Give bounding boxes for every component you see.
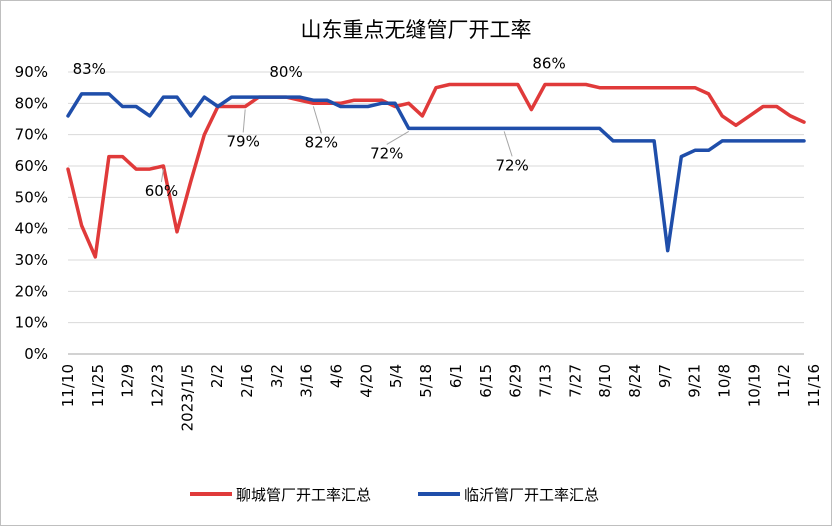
annotation-label: 72% <box>495 156 528 174</box>
annotation-leader <box>312 106 322 134</box>
x-tick-label: 6/15 <box>477 364 495 398</box>
annotation-label: 82% <box>305 133 338 151</box>
legend: 聊城管厂开工率汇总 临沂管厂开工率汇总 <box>190 486 599 504</box>
x-tick-label: 10/19 <box>745 364 763 407</box>
x-tick-label: 12/23 <box>149 364 167 407</box>
series-line-2 <box>66 92 806 253</box>
x-tick-label: 2/2 <box>208 364 226 388</box>
x-tick-label: 5/18 <box>417 364 435 398</box>
series-line-1 <box>66 82 806 259</box>
x-tick-label: 2023/1/5 <box>178 364 196 431</box>
x-tick-label: 7/13 <box>536 364 554 398</box>
annotation-label: 72% <box>370 144 403 162</box>
x-tick-label: 7/27 <box>566 364 584 398</box>
x-tick-label: 5/4 <box>387 364 405 388</box>
x-tick-label: 3/16 <box>298 364 316 398</box>
x-tick-label: 6/1 <box>447 364 465 388</box>
annotation-label: 83% <box>73 60 106 78</box>
x-tick-label: 11/2 <box>775 364 793 398</box>
annotation-label: 60% <box>145 182 178 200</box>
x-tick-label: 12/9 <box>119 364 137 398</box>
x-tick-label: 9/21 <box>686 364 704 398</box>
x-axis-ticks: 11/10 11/25 12/9 12/23 2023/1/5 2/2 2/16 3/2 3/1… <box>59 364 823 431</box>
x-tick-label: 11/25 <box>89 364 107 407</box>
legend-label: 临沂管厂开工率汇总 <box>464 486 599 504</box>
annotation-leader <box>242 109 246 133</box>
annotation-label: 79% <box>227 132 260 150</box>
annotation-leader <box>386 130 409 145</box>
x-tick-label: 3/2 <box>268 364 286 388</box>
x-tick-label: 11/16 <box>805 364 823 407</box>
y-axis-ticks: 0% 10% 20% 30% 40% 50% 60% 70% 80% 90% <box>15 63 48 363</box>
y-tick-label: 10% <box>15 314 48 332</box>
series-lines <box>66 82 806 259</box>
legend-label: 聊城管厂开工率汇总 <box>236 486 371 504</box>
y-tick-label: 0% <box>24 345 48 363</box>
y-tick-label: 90% <box>15 63 48 81</box>
x-tick-label: 6/29 <box>507 364 525 398</box>
grid-lines <box>68 71 804 355</box>
y-tick-label: 70% <box>15 126 48 144</box>
x-tick-label: 4/20 <box>357 364 375 398</box>
y-tick-label: 50% <box>15 188 48 206</box>
x-tick-label: 11/10 <box>59 364 77 407</box>
chart-title: 山东重点无缝管厂开工率 <box>300 18 532 42</box>
x-tick-label: 10/8 <box>715 364 733 398</box>
x-tick-label: 9/7 <box>656 364 674 388</box>
annotation-label: 86% <box>532 55 565 73</box>
y-tick-label: 60% <box>15 157 48 175</box>
y-tick-label: 20% <box>15 282 48 300</box>
x-tick-label: 4/6 <box>328 364 346 388</box>
annotation-leader <box>503 131 513 157</box>
y-tick-label: 30% <box>15 251 48 269</box>
y-tick-label: 40% <box>15 220 48 238</box>
x-tick-label: 2/16 <box>238 364 256 398</box>
annotation-leader <box>160 168 164 183</box>
y-tick-label: 80% <box>15 94 48 112</box>
x-tick-label: 8/24 <box>626 364 644 398</box>
x-tick-label: 8/10 <box>596 364 614 398</box>
data-annotations: 83% 80% 86% 79% 82% 72% 72% 60% <box>73 55 566 200</box>
annotation-label: 80% <box>269 63 302 81</box>
